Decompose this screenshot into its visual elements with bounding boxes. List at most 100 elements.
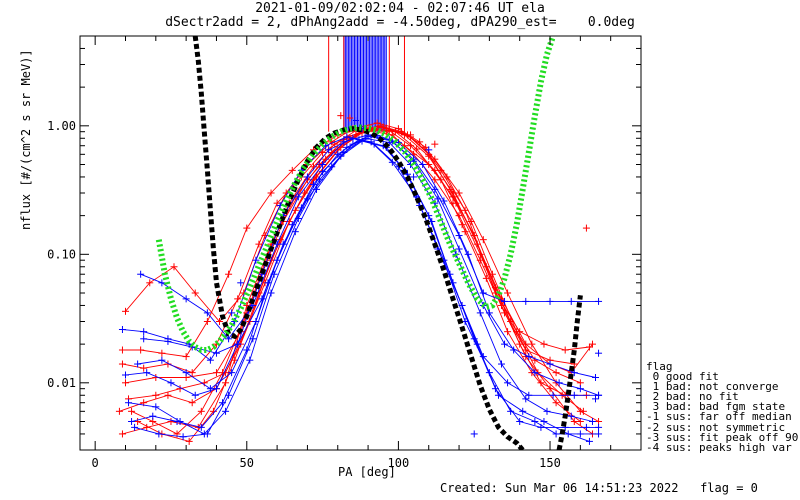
data-point: [449, 279, 457, 287]
data-point: [479, 236, 487, 244]
data-point: [128, 407, 136, 415]
data-point: [522, 297, 530, 305]
data-point: [570, 391, 578, 399]
data-point: [443, 173, 451, 181]
data-point: [319, 168, 327, 176]
data-point: [258, 295, 266, 303]
data-point: [494, 391, 502, 399]
data-point: [303, 173, 311, 181]
data-point: [595, 391, 603, 399]
data-point: [118, 430, 126, 438]
legend-item: -4 sus: peaks high var: [646, 440, 792, 454]
data-point: [134, 417, 142, 425]
data-point: [246, 356, 254, 364]
data-point: [431, 176, 439, 184]
data-point: [118, 325, 126, 333]
data-point: [137, 346, 145, 354]
data-point: [128, 417, 136, 425]
data-point: [537, 379, 545, 387]
created-footer: Created: Sun Mar 06 14:51:23 2022 flag =…: [440, 481, 758, 495]
data-point: [252, 256, 260, 264]
data-point: [540, 340, 548, 348]
data-point: [225, 391, 233, 399]
data-point: [182, 369, 190, 377]
data-point: [349, 134, 357, 142]
data-point: [516, 417, 524, 425]
data-point: [455, 232, 463, 240]
data-point: [446, 185, 454, 193]
data-point: [434, 195, 442, 203]
x-tick-label: 50: [240, 456, 254, 470]
data-point: [185, 437, 193, 445]
data-point: [182, 295, 190, 303]
data-point: [531, 356, 539, 364]
data-point: [170, 263, 178, 271]
data-point: [167, 417, 175, 425]
data-point: [592, 373, 600, 381]
data-point: [449, 199, 457, 207]
series-line: [125, 137, 599, 435]
data-point: [228, 369, 236, 377]
data-point: [225, 335, 233, 343]
data-point: [540, 417, 548, 425]
legend-item: 3 bad: bad fgm state: [646, 400, 786, 414]
data-point: [498, 360, 506, 368]
data-point: [407, 131, 415, 139]
data-point: [501, 340, 509, 348]
data-point: [528, 340, 536, 348]
legend-item: 1 bad: not converge: [646, 380, 779, 394]
data-point: [203, 318, 211, 326]
data-point: [510, 346, 518, 354]
data-point: [585, 437, 593, 445]
data-point: [228, 309, 236, 317]
data-point: [525, 353, 533, 361]
data-point: [188, 399, 196, 407]
data-point: [352, 116, 360, 124]
x-tick-label: 100: [388, 456, 410, 470]
data-point: [464, 250, 472, 258]
data-point: [522, 340, 530, 348]
data-point: [118, 360, 126, 368]
x-tick-label: 150: [539, 456, 561, 470]
data-point: [343, 143, 351, 151]
x-tick-label: 0: [92, 456, 99, 470]
data-point: [222, 407, 230, 415]
data-point: [191, 289, 199, 297]
legend-item: 2 bad: no fit: [646, 390, 739, 404]
data-point: [570, 369, 578, 377]
data-point: [134, 360, 142, 368]
data-point: [476, 309, 484, 317]
data-point: [555, 379, 563, 387]
data-point: [164, 337, 172, 345]
data-point: [455, 189, 463, 197]
data-point: [176, 417, 184, 425]
data-point: [546, 297, 554, 305]
data-point: [343, 133, 351, 141]
data-point: [121, 307, 129, 315]
data-point: [449, 189, 457, 197]
data-point: [319, 160, 327, 168]
data-point: [504, 328, 512, 336]
data-point: [498, 301, 506, 309]
data-point: [431, 155, 439, 163]
data-point: [576, 417, 584, 425]
data-point: [152, 391, 160, 399]
data-point: [212, 385, 220, 393]
data-point: [552, 430, 560, 438]
data-point: [206, 385, 214, 393]
data-point: [576, 379, 584, 387]
data-point: [482, 274, 490, 282]
data-point: [595, 417, 603, 425]
data-point: [552, 399, 560, 407]
chart-title: 2021-01-09/02:02:04 - 02:07:46 UT ela: [255, 1, 545, 16]
data-point: [537, 423, 545, 431]
data-point: [549, 391, 557, 399]
data-point: [121, 379, 129, 387]
data-point: [546, 360, 554, 368]
data-point: [576, 385, 584, 393]
data-point: [504, 289, 512, 297]
data-point: [440, 197, 448, 205]
x-axis-label: PA [deg]: [338, 465, 396, 479]
data-point: [255, 240, 263, 248]
data-point: [522, 395, 530, 403]
